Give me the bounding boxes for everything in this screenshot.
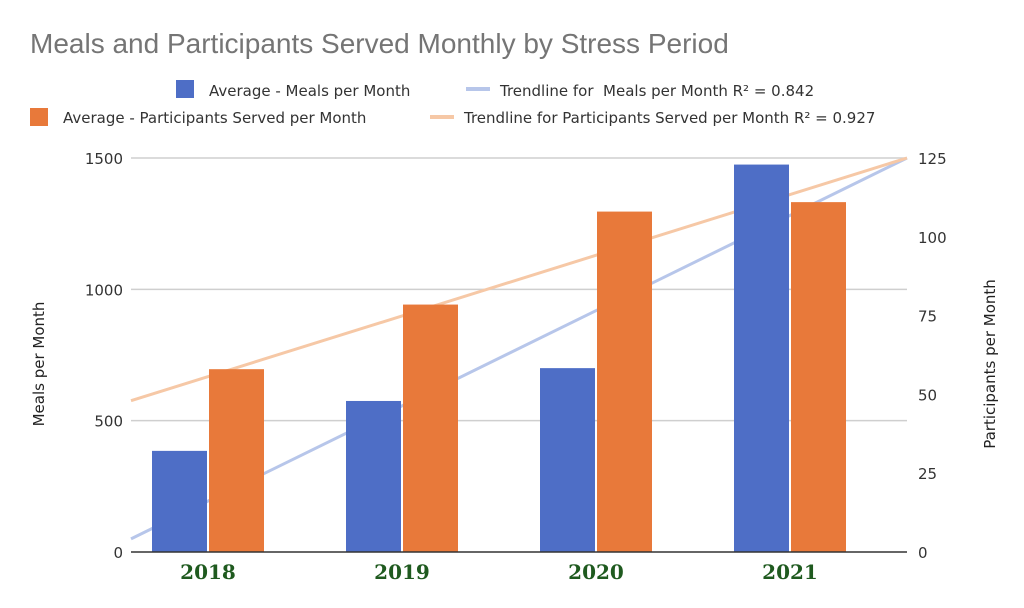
y2-tick-label: 0 [918,544,928,562]
y-axis-title: Meals per Month [30,302,48,427]
y2-tick-label: 75 [918,308,937,326]
y-tick-label: 1000 [85,281,123,299]
x-tick-label: 2020 [568,560,624,584]
legend-label-participants: Average - Participants Served per Month [63,109,366,127]
legend-label-trend-meals: Trendline for Meals per Month R² = 0.842 [499,82,814,100]
bar-participants-2018 [209,369,264,552]
legend-swatch-meals [176,80,194,98]
legend: Average - Meals per Month Trendline for … [30,80,875,127]
bar-meals-2019 [346,400,401,552]
legend-label-trend-participants: Trendline for Participants Served per Mo… [463,109,875,127]
axes: 0 500 1000 1500 0 25 50 75 100 125 2018 2019 2020 202… [85,150,947,584]
y2-tick-label: 100 [918,229,947,247]
bar-participants-2019 [403,304,458,552]
trendline-participants [130,156,908,403]
y2-tick-label: 125 [918,150,947,168]
y-tick-label: 1500 [85,150,123,168]
bar-meals-2021 [734,164,789,553]
y-tick-label: 0 [113,544,123,562]
legend-swatch-participants [30,108,48,126]
y2-tick-label: 25 [918,465,937,483]
bar-meals-2018 [152,450,207,552]
x-tick-label: 2021 [762,560,818,584]
x-tick-label: 2018 [180,560,236,584]
y-tick-label: 500 [94,413,123,431]
legend-label-meals: Average - Meals per Month [209,82,410,100]
bar-meals-2020 [540,368,595,552]
bar-participants-2021 [791,202,846,553]
y2-tick-label: 50 [918,386,937,404]
bars [152,164,846,553]
bar-participants-2020 [597,211,652,553]
y2-axis-title: Participants per Month [981,279,999,449]
x-tick-label: 2019 [374,560,430,584]
chart-title: Meals and Participants Served Monthly by… [30,28,729,59]
